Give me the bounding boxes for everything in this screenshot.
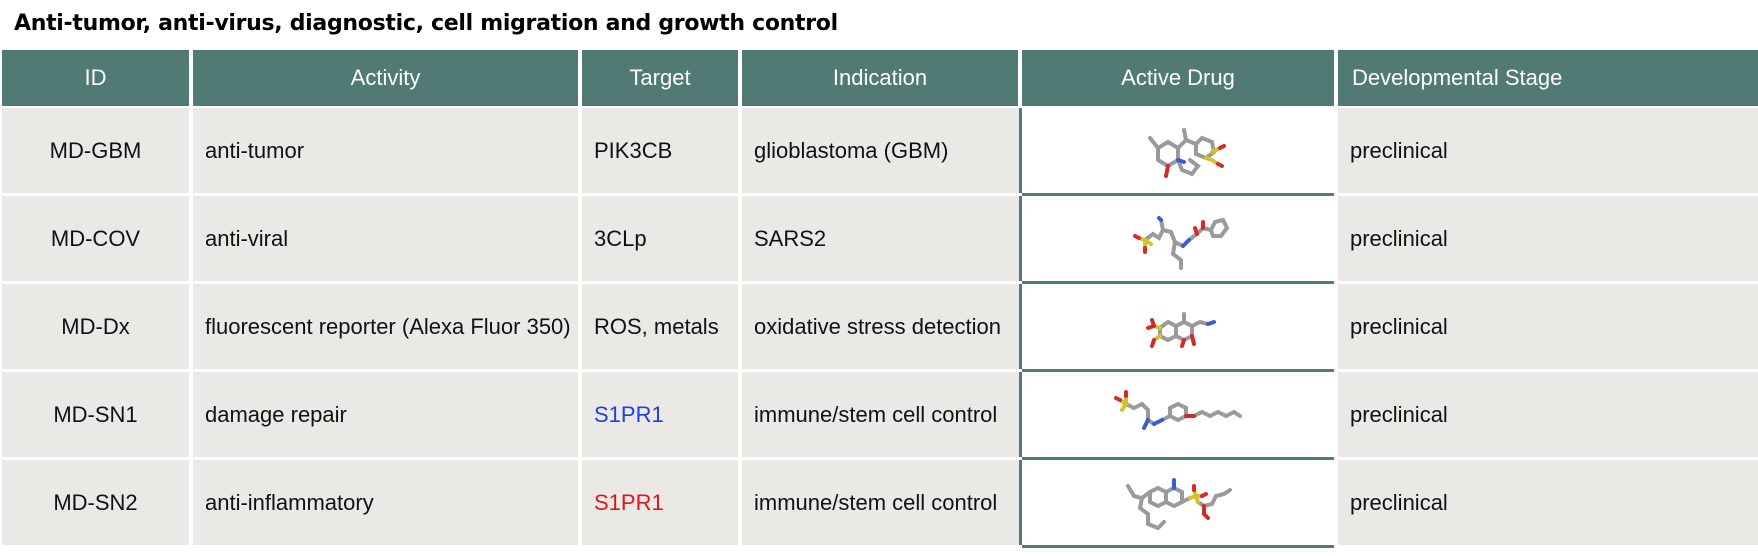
- cell-id: MD-Dx: [0, 282, 191, 372]
- cell-activity: anti-tumor: [189, 107, 580, 196]
- column-header-target: Target: [578, 50, 740, 108]
- cell-indication: immune/stem cell control: [738, 370, 1020, 460]
- drug-pipeline-table: ID Activity Target Indication Active Dru…: [0, 50, 1758, 548]
- cell-indication: oxidative stress detection: [738, 282, 1020, 372]
- table-row: MD-SN1 damage repair S1PR1 immune/stem c…: [0, 370, 1758, 460]
- cell-developmental-stage: preclinical: [1334, 370, 1758, 460]
- table-caption: Anti-tumor, anti-virus, diagnostic, cell…: [14, 11, 838, 36]
- table-row: MD-SN2 anti-inflammatory S1PR1 immune/st…: [0, 458, 1758, 548]
- cell-activity: anti-viral: [189, 194, 580, 284]
- column-header-activity: Activity: [189, 50, 580, 108]
- cell-activity: anti-inflammatory: [189, 458, 580, 548]
- cell-target: S1PR1: [578, 370, 740, 460]
- molecule-structure-icon: [1145, 311, 1216, 348]
- molecule-structure-icon: [1147, 127, 1226, 178]
- column-header-developmental-stage: Developmental Stage: [1334, 50, 1758, 108]
- molecule-structure-icon: [1113, 389, 1242, 430]
- cell-id: MD-COV: [0, 194, 191, 284]
- cell-activity: damage repair: [189, 370, 580, 460]
- molecule-structure-icon: [1125, 477, 1232, 530]
- cell-target: ROS, metals: [578, 282, 740, 372]
- molecule-structure-icon: [1132, 215, 1230, 270]
- table-row: MD-GBM anti-tumor PIK3CB glioblastoma (G…: [0, 107, 1758, 196]
- cell-developmental-stage: preclinical: [1334, 458, 1758, 548]
- cell-developmental-stage: preclinical: [1334, 107, 1758, 196]
- cell-target: S1PR1: [578, 458, 740, 548]
- cell-indication: SARS2: [738, 194, 1020, 284]
- column-header-id: ID: [0, 50, 191, 108]
- column-header-active-drug: Active Drug: [1018, 50, 1336, 108]
- cell-active-drug: [1018, 458, 1338, 548]
- cell-developmental-stage: preclinical: [1334, 194, 1758, 284]
- cell-active-drug: [1018, 370, 1338, 460]
- cell-indication: immune/stem cell control: [738, 458, 1020, 548]
- cell-active-drug: [1018, 282, 1338, 372]
- cell-target: PIK3CB: [578, 107, 740, 196]
- column-header-indication: Indication: [738, 50, 1020, 108]
- cell-id: MD-SN2: [0, 458, 191, 548]
- cell-active-drug: [1018, 107, 1338, 196]
- cell-id: MD-SN1: [0, 370, 191, 460]
- cell-developmental-stage: preclinical: [1334, 282, 1758, 372]
- cell-activity: fluorescent reporter (Alexa Fluor 350): [189, 282, 580, 372]
- table-header-row: ID Activity Target Indication Active Dru…: [0, 50, 1758, 108]
- table-row: MD-COV anti-viral 3CLp SARS2: [0, 194, 1758, 284]
- cell-indication: glioblastoma (GBM): [738, 107, 1020, 196]
- cell-active-drug: [1018, 194, 1338, 284]
- cell-target: 3CLp: [578, 194, 740, 284]
- cell-id: MD-GBM: [0, 107, 191, 196]
- table-row: MD-Dx fluorescent reporter (Alexa Fluor …: [0, 282, 1758, 372]
